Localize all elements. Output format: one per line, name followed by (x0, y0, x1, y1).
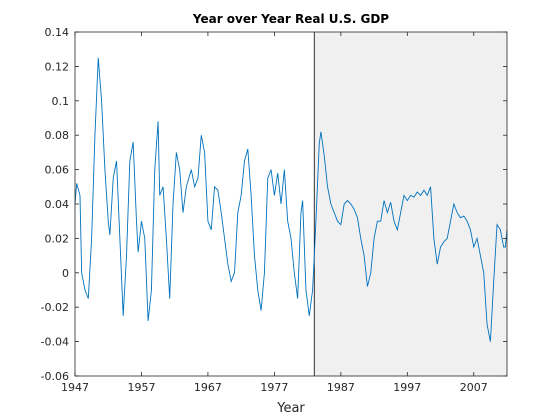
data-line (74, 57, 508, 342)
y-tick-label: -0.06 (41, 370, 69, 383)
x-tick-label: 1947 (61, 381, 89, 394)
x-tick-label: 1987 (327, 381, 355, 394)
x-tick-label: 1967 (194, 381, 222, 394)
y-tick-label: 0.04 (45, 198, 70, 211)
y-tick-label: 0.02 (45, 232, 70, 245)
y-tick-label: 0.06 (45, 164, 70, 177)
y-tick-label: 0.08 (45, 129, 70, 142)
x-tick-label: 1997 (393, 381, 421, 394)
y-tick-label: 0.12 (45, 60, 70, 73)
shaded-region (314, 32, 507, 376)
y-tick-label: 0.1 (52, 95, 70, 108)
chart-title: Year over Year Real U.S. GDP (192, 12, 389, 26)
y-tick-label: -0.04 (41, 336, 69, 349)
y-tick-label: 0 (62, 267, 69, 280)
y-tick-label: 0.14 (45, 26, 70, 39)
x-tick-label: 1957 (127, 381, 155, 394)
x-axis-label: Year (276, 401, 305, 416)
x-tick-label: 2007 (460, 381, 488, 394)
y-tick-label: -0.02 (41, 301, 69, 314)
x-tick-label: 1977 (260, 381, 288, 394)
